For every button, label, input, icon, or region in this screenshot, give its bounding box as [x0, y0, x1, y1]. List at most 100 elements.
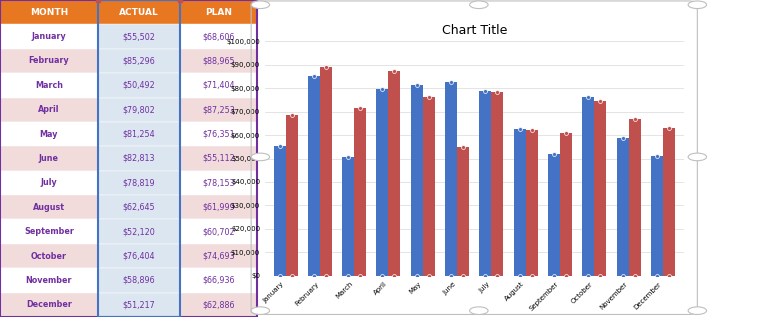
- Bar: [411, 85, 422, 276]
- Text: December: December: [26, 300, 72, 309]
- Point: [308, 273, 320, 278]
- Text: ACTUAL: ACTUAL: [119, 8, 159, 17]
- Bar: [445, 81, 457, 276]
- Bar: [98, 0, 180, 24]
- Point: [376, 273, 389, 278]
- Bar: [180, 171, 257, 195]
- Point: [273, 273, 286, 278]
- Text: April: April: [38, 105, 60, 114]
- Point: [582, 273, 594, 278]
- Bar: [479, 91, 492, 276]
- Point: [445, 79, 457, 84]
- Text: November: November: [25, 276, 72, 285]
- Text: MONTH: MONTH: [30, 8, 68, 17]
- Point: [376, 86, 389, 91]
- Text: $82,813: $82,813: [123, 154, 155, 163]
- Bar: [354, 108, 366, 276]
- Bar: [180, 293, 257, 317]
- Point: [617, 273, 629, 278]
- Text: $62,645: $62,645: [123, 203, 155, 212]
- Bar: [457, 146, 469, 276]
- Text: $58,896: $58,896: [123, 276, 155, 285]
- Bar: [98, 244, 180, 268]
- Bar: [0, 244, 98, 268]
- Bar: [180, 219, 257, 244]
- Bar: [0, 98, 98, 122]
- Text: May: May: [40, 130, 58, 139]
- Bar: [422, 97, 435, 276]
- Point: [354, 106, 366, 111]
- Point: [525, 128, 538, 133]
- Bar: [582, 97, 594, 276]
- Bar: [273, 146, 286, 276]
- Bar: [0, 171, 98, 195]
- Bar: [98, 171, 180, 195]
- Point: [560, 273, 572, 278]
- Point: [628, 116, 641, 121]
- Point: [560, 131, 572, 136]
- Point: [594, 273, 607, 278]
- Bar: [0, 219, 98, 244]
- Text: $51,217: $51,217: [123, 300, 155, 309]
- Text: June: June: [39, 154, 59, 163]
- Point: [319, 273, 332, 278]
- Bar: [98, 195, 180, 219]
- Bar: [98, 24, 180, 49]
- Text: $85,296: $85,296: [123, 56, 155, 66]
- Text: $52,120: $52,120: [123, 227, 155, 236]
- Point: [479, 88, 492, 94]
- Point: [411, 83, 423, 88]
- Point: [650, 153, 663, 158]
- Text: $55,112: $55,112: [202, 154, 235, 163]
- Bar: [376, 88, 389, 276]
- Point: [319, 65, 332, 70]
- Point: [525, 273, 538, 278]
- Point: [457, 273, 469, 278]
- Bar: [98, 49, 180, 73]
- Text: $76,351: $76,351: [203, 130, 235, 139]
- Bar: [0, 268, 98, 293]
- Point: [617, 135, 629, 140]
- Bar: [98, 73, 180, 98]
- Text: PLAN: PLAN: [205, 8, 232, 17]
- Text: $79,802: $79,802: [123, 105, 155, 114]
- Point: [663, 273, 675, 278]
- Text: $68,606: $68,606: [203, 32, 235, 41]
- Point: [514, 126, 526, 131]
- Bar: [0, 0, 98, 24]
- Point: [411, 273, 423, 278]
- Bar: [98, 219, 180, 244]
- Bar: [180, 122, 257, 146]
- Text: $60,702: $60,702: [203, 227, 235, 236]
- Bar: [180, 268, 257, 293]
- Text: August: August: [33, 203, 65, 212]
- Point: [342, 155, 354, 160]
- Text: March: March: [35, 81, 63, 90]
- Bar: [98, 293, 180, 317]
- Point: [422, 94, 435, 99]
- Point: [650, 273, 663, 278]
- Bar: [343, 157, 354, 276]
- Bar: [180, 195, 257, 219]
- Bar: [0, 24, 98, 49]
- Bar: [180, 0, 257, 24]
- Point: [273, 143, 286, 148]
- Point: [389, 273, 401, 278]
- Bar: [389, 71, 400, 276]
- Text: $66,936: $66,936: [203, 276, 235, 285]
- Text: $81,254: $81,254: [123, 130, 155, 139]
- Text: $50,492: $50,492: [123, 81, 155, 90]
- Bar: [98, 0, 180, 317]
- Bar: [98, 98, 180, 122]
- Text: $76,404: $76,404: [123, 251, 155, 261]
- Text: $74,693: $74,693: [203, 251, 235, 261]
- Text: $88,965: $88,965: [203, 56, 235, 66]
- Bar: [0, 146, 98, 171]
- Bar: [492, 93, 503, 276]
- Point: [445, 273, 457, 278]
- Point: [594, 98, 607, 103]
- Point: [286, 112, 298, 117]
- Bar: [180, 24, 257, 49]
- Text: $87,253: $87,253: [202, 105, 235, 114]
- Bar: [98, 268, 180, 293]
